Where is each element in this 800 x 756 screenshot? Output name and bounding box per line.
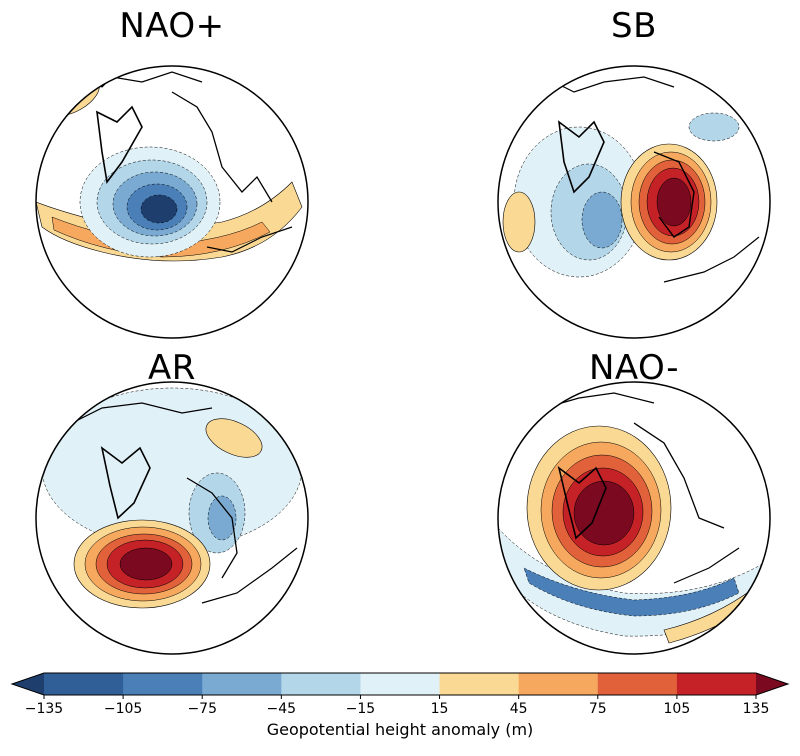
panel-title-nao-plus: NAO+ xyxy=(119,6,225,46)
colorbar-bin xyxy=(360,673,441,695)
colorbar-bin xyxy=(518,673,599,695)
colorbar-tick-label: −75 xyxy=(187,701,217,717)
anomaly-high-core xyxy=(656,177,692,227)
globe-map-nao-minus xyxy=(497,381,771,655)
colorbar-tick-label: −45 xyxy=(267,701,297,717)
colorbar-tick-label: 45 xyxy=(510,701,528,717)
colorbar-bin xyxy=(597,673,678,695)
colorbar-tick-label: −105 xyxy=(104,701,142,717)
colorbar-bin xyxy=(281,673,361,695)
colorbar-extend-min xyxy=(12,673,44,695)
colorbar-bin xyxy=(439,673,520,695)
globe-map-nao-plus xyxy=(35,65,309,339)
colorbar-bin xyxy=(123,673,203,695)
globe-map-ar xyxy=(35,381,309,655)
colorbar-bin xyxy=(676,673,757,695)
colorbar-extend-max xyxy=(756,673,788,695)
colorbar-tick-label: −135 xyxy=(25,701,63,717)
anomaly-low-band xyxy=(523,567,740,617)
colorbar-tick-label: 105 xyxy=(664,701,691,717)
colorbar-bin xyxy=(44,673,124,695)
colorbar-tick-label: 135 xyxy=(743,701,770,717)
globe-map-sb xyxy=(497,65,771,339)
anomaly-high-core xyxy=(573,480,635,546)
colorbar-tick-label: −15 xyxy=(346,701,376,717)
colorbar-bin xyxy=(202,673,282,695)
anomaly-low-core xyxy=(140,194,178,224)
panel-title-sb: SB xyxy=(611,6,657,46)
colorbar-tick-label: 15 xyxy=(431,701,449,717)
colorbar-tick-label: 75 xyxy=(589,701,607,717)
colorbar: −135 −105 −75 −45 −15 15 45 75 105 135 xyxy=(10,672,790,717)
colorbar-label: Geopotential height anomaly (m) xyxy=(266,720,534,739)
anomaly-high-core xyxy=(119,547,173,581)
